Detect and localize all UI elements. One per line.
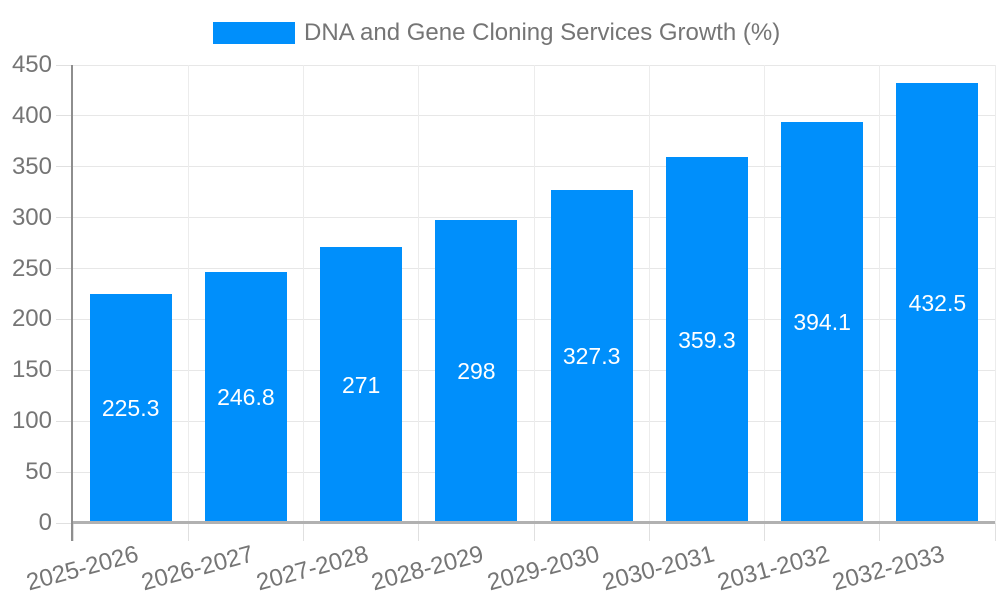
x-axis-label: 2031-2032 xyxy=(714,540,833,597)
y-axis-tick xyxy=(56,369,73,371)
bar[interactable] xyxy=(665,157,748,523)
bar[interactable] xyxy=(89,293,172,523)
x-axis-label: 2026-2027 xyxy=(138,540,257,597)
x-axis-tick xyxy=(187,523,189,541)
y-axis-label: 250 xyxy=(11,254,52,282)
bar-value-label: 359.3 xyxy=(678,327,736,354)
y-axis-label: 100 xyxy=(11,407,52,435)
bar-value-label: 432.5 xyxy=(908,289,967,316)
y-axis-label: 300 xyxy=(11,203,52,231)
bar[interactable] xyxy=(320,247,403,523)
x-axis-tick xyxy=(533,523,535,541)
y-axis-label: 0 xyxy=(38,509,52,536)
bar[interactable] xyxy=(550,189,633,523)
y-axis-label: 450 xyxy=(11,51,52,78)
y-axis-tick xyxy=(56,64,73,66)
y-axis-tick xyxy=(56,318,73,320)
y-axis-tick xyxy=(56,420,73,422)
x-axis-tick xyxy=(648,523,650,541)
y-axis-label: 200 xyxy=(11,305,52,333)
x-axis-tick xyxy=(764,523,765,541)
x-axis-label: 2029-2030 xyxy=(484,540,602,597)
x-axis-label: 2032-2033 xyxy=(829,540,948,597)
y-axis-tick xyxy=(56,166,73,168)
vertical-gridline xyxy=(187,65,189,523)
bar[interactable] xyxy=(435,219,518,523)
legend-swatch xyxy=(213,22,295,44)
vertical-gridline xyxy=(648,65,650,523)
bar-value-label: 298 xyxy=(457,358,496,385)
x-axis-tick xyxy=(72,523,74,541)
bar-value-label: 225.3 xyxy=(101,395,160,422)
y-axis-tick xyxy=(56,217,73,219)
x-axis-label: 2025-2026 xyxy=(23,540,141,597)
x-axis-line xyxy=(73,521,995,524)
vertical-gridline xyxy=(994,65,996,523)
y-axis-label: 150 xyxy=(11,356,52,384)
bar[interactable] xyxy=(781,121,864,523)
vertical-gridline xyxy=(303,65,304,523)
x-axis-tick xyxy=(879,523,881,541)
vertical-gridline xyxy=(879,65,881,523)
vertical-gridline xyxy=(764,65,765,523)
y-axis-tick xyxy=(56,115,73,117)
bar-value-label: 246.8 xyxy=(217,384,275,411)
x-axis-label: 2030-2031 xyxy=(599,540,718,597)
bar-value-label: 271 xyxy=(341,372,381,399)
bar-value-label: 327.3 xyxy=(562,343,621,370)
y-axis-tick xyxy=(56,268,73,270)
x-axis-label: 2028-2029 xyxy=(368,540,487,597)
x-axis-label: 2027-2028 xyxy=(253,540,372,597)
y-axis-tick xyxy=(56,471,73,473)
vertical-gridline xyxy=(418,65,420,523)
y-axis-label: 50 xyxy=(25,458,52,486)
x-axis-tick xyxy=(418,523,420,541)
bar[interactable] xyxy=(204,271,287,523)
y-axis-line xyxy=(71,65,73,541)
y-axis-label: 350 xyxy=(11,152,52,180)
vertical-gridline xyxy=(533,65,535,523)
bar[interactable] xyxy=(896,82,979,523)
bar-value-label: 394.1 xyxy=(793,309,851,336)
y-axis-tick xyxy=(56,522,73,524)
x-axis-tick xyxy=(303,523,304,541)
chart-legend[interactable]: DNA and Gene Cloning Services Growth (%) xyxy=(213,19,781,46)
y-axis-label: 400 xyxy=(11,101,52,129)
legend-label: DNA and Gene Cloning Services Growth (%) xyxy=(304,19,781,46)
x-axis-tick xyxy=(994,523,996,541)
